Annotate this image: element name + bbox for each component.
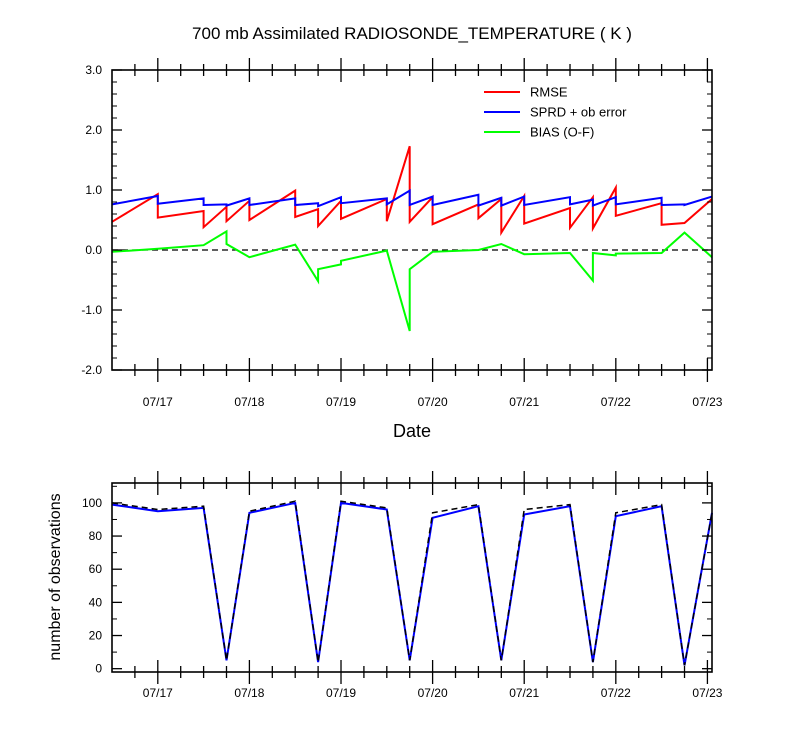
legend-label-rmse: RMSE	[530, 85, 568, 100]
y-tick-label: 80	[89, 529, 103, 543]
x-tick-label: 07/22	[601, 395, 631, 409]
x-axis-label: Date	[393, 421, 431, 441]
series-line-1-3	[111, 229, 713, 332]
y-tick-label: -1.0	[81, 303, 102, 317]
x-tick-label: 07/23	[692, 395, 722, 409]
y-tick-label: 2.0	[85, 123, 102, 137]
x-tick-label: 07/23	[692, 686, 722, 700]
plot-frame	[111, 69, 713, 371]
x-tick-label: 07/17	[143, 686, 173, 700]
legend-label-sprd: SPRD + ob error	[530, 105, 627, 120]
x-tick-label: 07/21	[509, 686, 539, 700]
legend-label-bias: BIAS (O-F)	[530, 125, 594, 140]
x-tick-label: 07/22	[601, 686, 631, 700]
y-tick-label: 0	[95, 662, 102, 676]
x-tick-label: 07/18	[234, 395, 264, 409]
y-tick-label: 100	[82, 496, 102, 510]
y-tick-label: 0.0	[85, 243, 102, 257]
bottom-panel-data	[111, 500, 713, 666]
bottom-panel-axes: 0 20 40 60 80 100 07/17 07/18 07/19 07/20 07/21 07/…	[82, 471, 723, 700]
x-tick-label: 07/20	[418, 686, 448, 700]
y-tick-label: 40	[89, 595, 103, 609]
series-line-1-1	[111, 145, 713, 237]
x-tick-label: 07/17	[143, 395, 173, 409]
y-axis-label-bottom: number of observations	[47, 493, 64, 660]
plot-frame	[111, 482, 713, 673]
chart-title: 700 mb Assimilated RADIOSONDE_TEMPERATUR…	[192, 24, 632, 43]
x-tick-label: 07/18	[234, 686, 264, 700]
y-tick-label: -2.0	[81, 363, 102, 377]
legend: RMSE SPRD + ob error BIAS (O-F)	[484, 85, 627, 140]
series-line-2-2	[111, 500, 713, 666]
bottom-panel: 0 20 40 60 80 100 07/17 07/18 07/19 07/20 07/21 07/…	[47, 471, 723, 700]
y-tick-label: 60	[89, 562, 103, 576]
x-tick-label: 07/20	[418, 395, 448, 409]
top-panel-data	[111, 145, 713, 332]
y-tick-label: 20	[89, 629, 103, 643]
top-panel-axes: -2.0 -1.0 0.0 1.0 2.0 3.0 07/17 07/18 07/19 07/20…	[81, 58, 723, 409]
y-tick-label: 1.0	[85, 183, 102, 197]
x-tick-label: 07/19	[326, 395, 356, 409]
x-tick-label: 07/19	[326, 686, 356, 700]
x-tick-label: 07/21	[509, 395, 539, 409]
top-panel: -2.0 -1.0 0.0 1.0 2.0 3.0 07/17 07/18 07/19 07/20…	[81, 58, 723, 441]
y-tick-label: 3.0	[85, 63, 102, 77]
series-line-1-2	[111, 188, 713, 208]
